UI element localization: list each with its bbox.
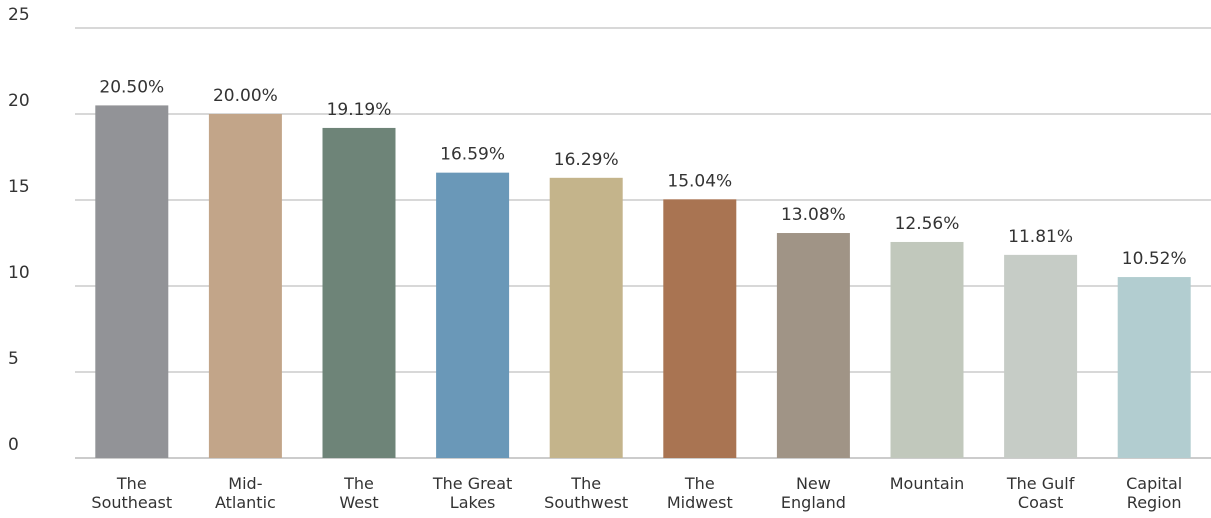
y-tick-label: 0 (8, 435, 19, 455)
bar (890, 241, 964, 458)
value-label: 15.04% (667, 171, 732, 191)
x-tick-label: The Gulf Coast (1006, 474, 1075, 512)
bar (436, 172, 510, 459)
x-tick-label: The Southeast (91, 474, 173, 512)
x-tick-label: The Midwest (666, 474, 733, 512)
y-tick-label: 15 (8, 177, 30, 197)
x-tick-label: Capital Region (1126, 474, 1183, 512)
x-tick-label: New England (780, 474, 846, 512)
y-tick-label: 5 (8, 349, 19, 369)
value-label: 16.29% (554, 150, 619, 170)
y-tick-label: 25 (8, 5, 30, 25)
x-tick-label: Mid- Atlantic (214, 474, 276, 512)
bar (663, 199, 737, 458)
value-label: 10.52% (1122, 249, 1187, 269)
bar (1004, 254, 1078, 458)
bar (208, 114, 282, 458)
value-label: 19.19% (327, 100, 392, 120)
value-label: 20.50% (99, 77, 164, 97)
bar (322, 127, 396, 458)
value-label: 20.00% (213, 86, 278, 106)
value-label: 13.08% (781, 205, 846, 225)
y-tick-label: 20 (8, 91, 30, 111)
bar (776, 233, 850, 458)
x-tick-label: The Great Lakes (432, 474, 513, 512)
value-label: 12.56% (895, 214, 960, 234)
bar (549, 177, 623, 458)
x-tick-label: Mountain (889, 474, 965, 493)
value-label: 11.81% (1008, 227, 1073, 247)
x-tick-label: The West (339, 474, 379, 512)
value-label: 16.59% (440, 145, 505, 165)
bar (1117, 277, 1191, 458)
x-tick-label: The Southwest (544, 474, 629, 512)
bar (95, 105, 169, 459)
y-tick-label: 10 (8, 263, 30, 283)
